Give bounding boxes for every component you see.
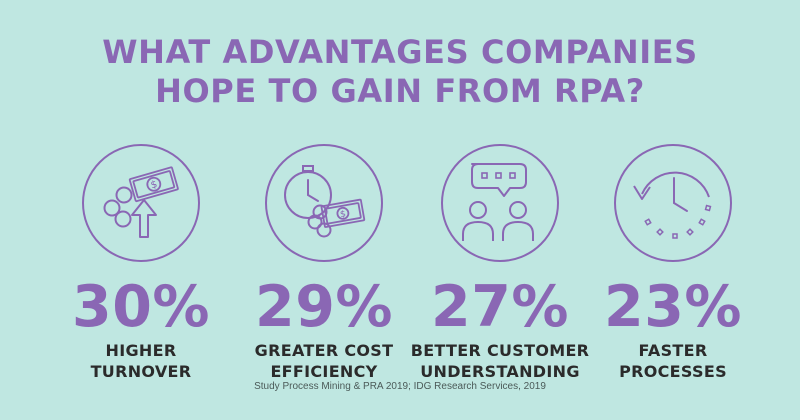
stat-label-line-1: FASTER bbox=[638, 341, 708, 360]
stat-higher-turnover: $ 30% HIGHER TURNOVER bbox=[46, 142, 236, 382]
stat-label: BETTER CUSTOMER UNDERSTANDING bbox=[405, 340, 595, 382]
stat-label: HIGHER TURNOVER bbox=[46, 340, 236, 382]
stat-label-line-1: BETTER CUSTOMER bbox=[410, 341, 590, 360]
clock-refresh-icon bbox=[612, 142, 734, 264]
stat-label-line-2: UNDERSTANDING bbox=[420, 362, 580, 381]
svg-text:$: $ bbox=[150, 179, 159, 191]
svg-text:$: $ bbox=[339, 209, 346, 220]
stat-value: 29% bbox=[255, 274, 393, 340]
stat-label: FASTER PROCESSES bbox=[578, 340, 768, 382]
source-note: Study Process Mining & PRA 2019; IDG Res… bbox=[254, 381, 546, 392]
stat-label-line-2: PROCESSES bbox=[619, 362, 727, 381]
stat-value: 30% bbox=[72, 274, 210, 340]
stopwatch-money-icon: $ bbox=[263, 142, 385, 264]
stat-label-line-1: HIGHER bbox=[105, 341, 177, 360]
title-line-2: HOPE TO GAIN FROM RPA? bbox=[155, 72, 645, 110]
page-title: WHAT ADVANTAGES COMPANIES HOPE TO GAIN F… bbox=[0, 33, 800, 111]
conversation-icon bbox=[439, 142, 561, 264]
title-line-1: WHAT ADVANTAGES COMPANIES bbox=[102, 33, 698, 71]
stat-value: 23% bbox=[604, 274, 742, 340]
stat-faster-processes: 23% FASTER PROCESSES bbox=[578, 142, 768, 382]
stat-better-customer-understanding: 27% BETTER CUSTOMER UNDERSTANDING bbox=[405, 142, 595, 382]
stat-label-line-1: GREATER COST bbox=[254, 341, 394, 360]
stat-label-line-2: EFFICIENCY bbox=[270, 362, 378, 381]
money-growth-icon: $ bbox=[80, 142, 202, 264]
stat-label-line-2: TURNOVER bbox=[90, 362, 192, 381]
stat-label: GREATER COST EFFICIENCY bbox=[229, 340, 419, 382]
stat-value: 27% bbox=[431, 274, 569, 340]
stat-greater-cost-efficiency: $ 29% GREATER COST EFFICIENCY bbox=[229, 142, 419, 382]
